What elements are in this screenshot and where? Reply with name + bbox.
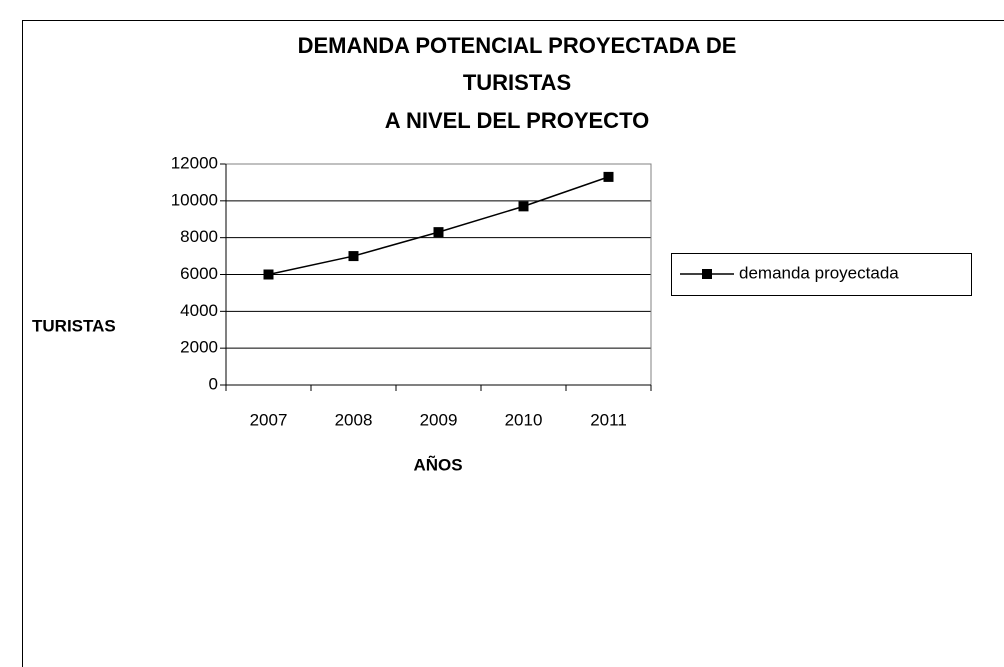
y-tick-label: 12000 [171,153,218,172]
chart-title: TURISTAS [463,70,571,95]
y-tick-label: 0 [209,374,218,393]
x-tick-label: 2011 [590,410,627,429]
x-tick-label: 2007 [250,410,288,429]
point-marker [348,251,359,262]
x-tick-label: 2008 [335,410,373,429]
y-tick-label: 8000 [180,227,218,246]
y-tick-label: 10000 [171,190,218,209]
legend-label: demanda proyectada [739,263,899,282]
legend-box [671,253,972,296]
x-axis-title: AÑOS [413,454,462,474]
chart-title: A NIVEL DEL PROYECTO [385,108,649,133]
y-tick-label: 2000 [180,338,218,357]
point-marker [433,227,444,238]
chart-border [22,20,1004,667]
y-tick-label: 6000 [180,264,218,283]
x-tick-label: 2009 [420,410,458,429]
point-marker [518,201,529,212]
legend-marker [702,269,712,279]
point-marker [263,269,274,280]
point-marker [603,171,614,182]
series-line [268,176,609,276]
y-tick-label: 4000 [180,301,218,320]
chart-title: DEMANDA POTENCIAL PROYECTADA DE [298,33,737,58]
y-axis-title: TURISTAS [32,316,116,335]
x-tick-label: 2010 [505,410,543,429]
